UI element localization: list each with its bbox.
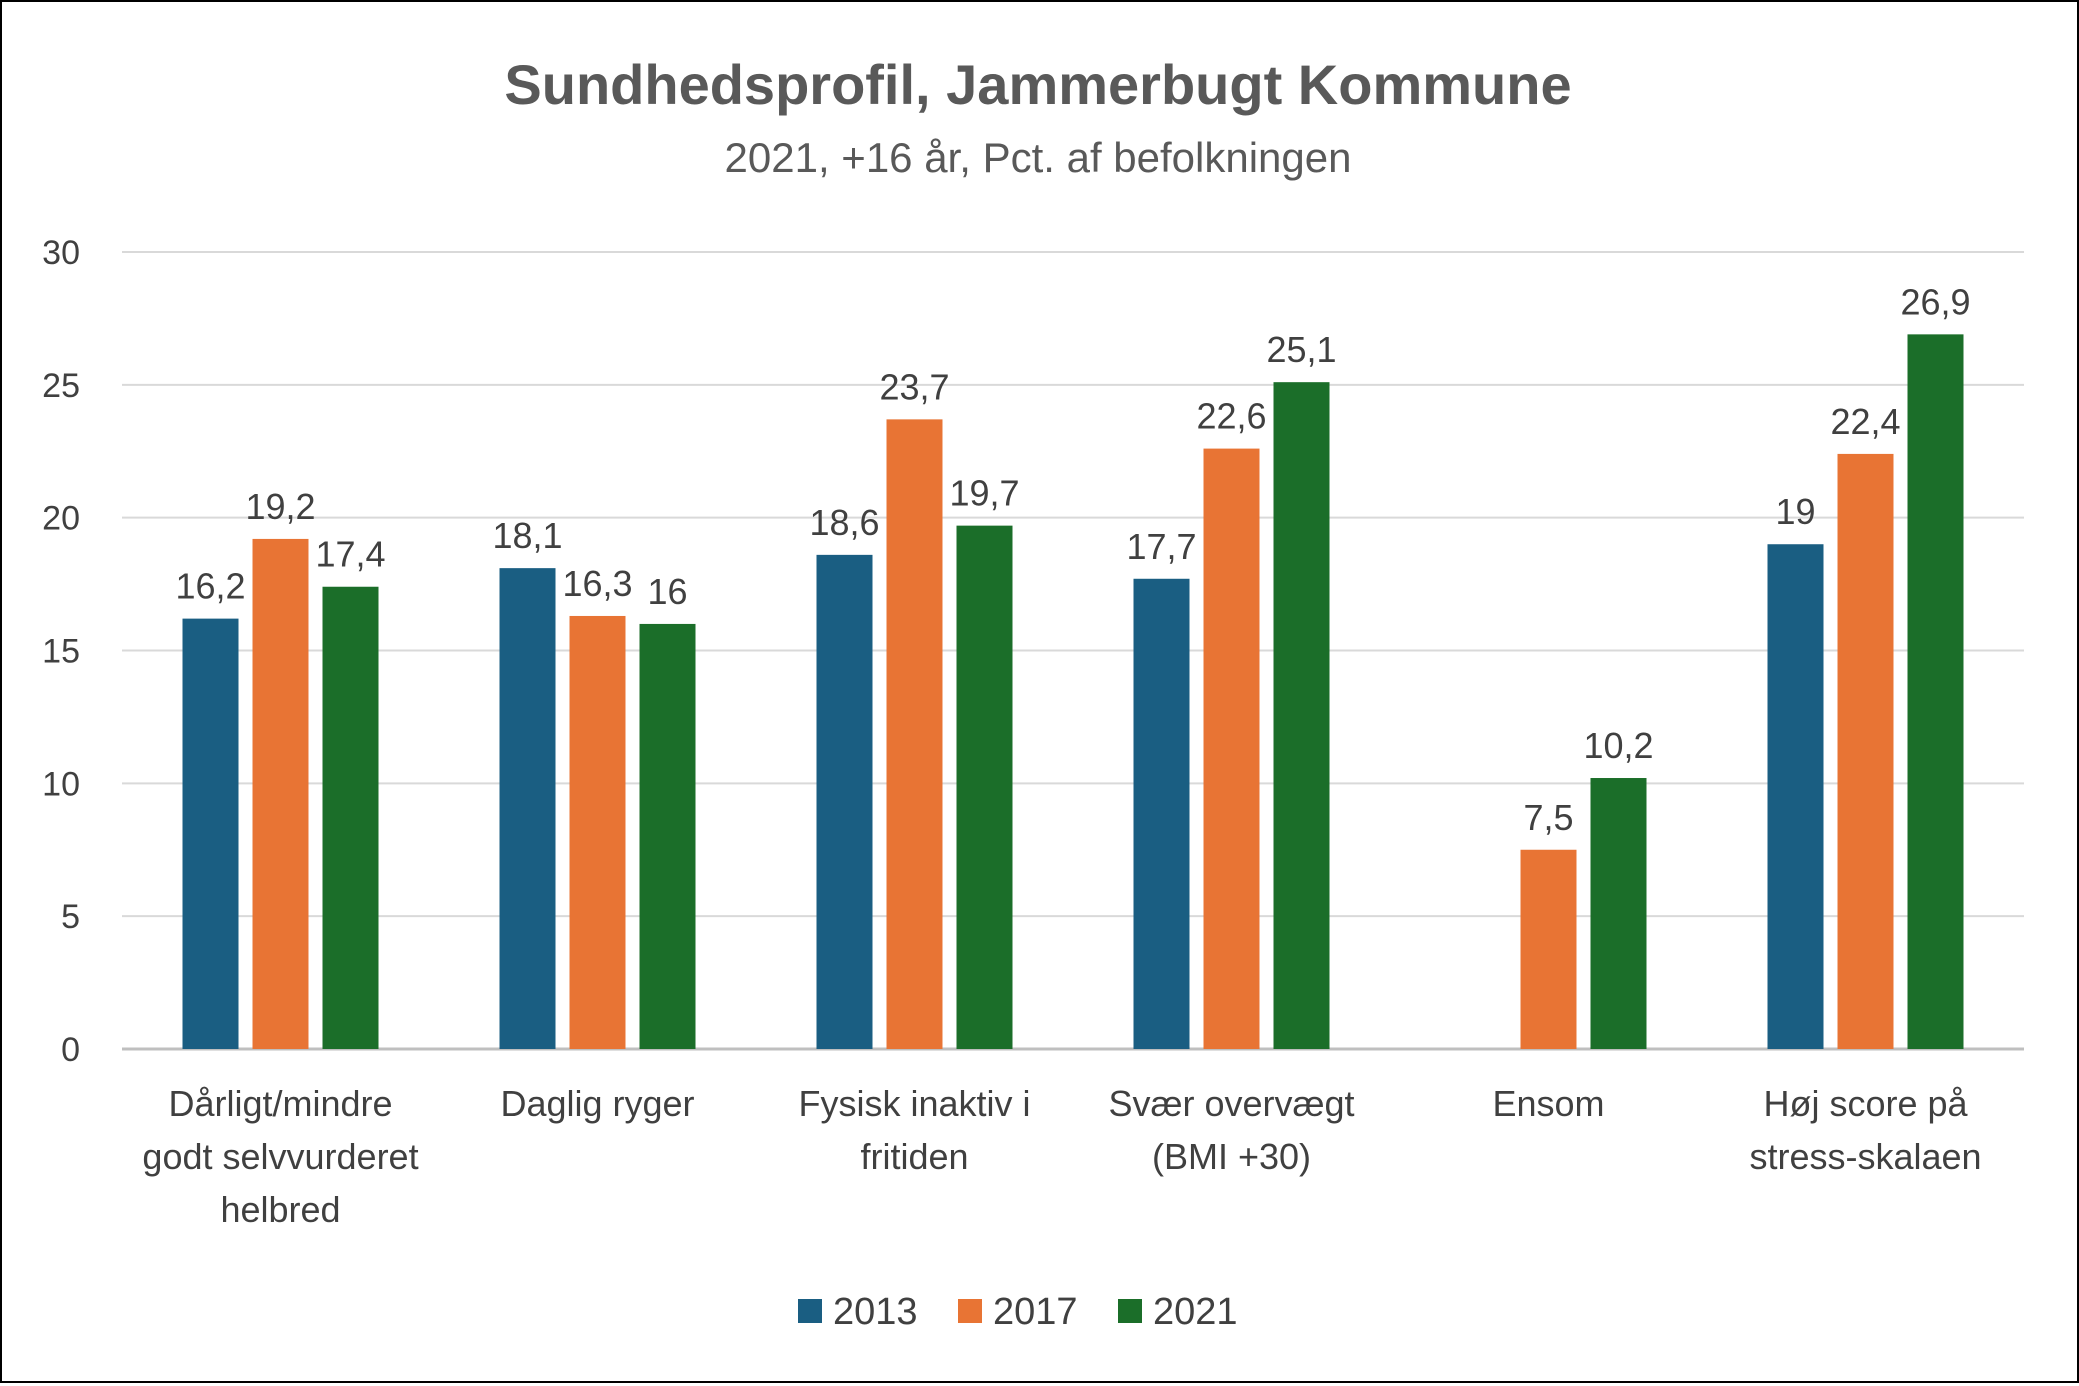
bar-2017 [1203, 448, 1260, 1049]
legend-label: 2017 [993, 1291, 1078, 1333]
y-tick-label: 25 [42, 367, 80, 405]
y-axis: 0 5 10 15 20 25 30 [42, 234, 80, 1069]
bar-2013 [816, 554, 873, 1049]
data-label: 19 [1775, 491, 1815, 532]
data-label: 16,2 [175, 566, 245, 607]
data-label: 16 [647, 571, 687, 612]
legend-swatch-2021 [1118, 1299, 1142, 1323]
data-label: 10,2 [1583, 725, 1653, 766]
data-label: 22,4 [1830, 401, 1900, 442]
category-label: stress-skalaen [1749, 1136, 1981, 1177]
bar-2017 [252, 538, 309, 1049]
y-tick-label: 5 [61, 898, 80, 936]
x-axis-categories: Dårligt/mindre godt selvvurderet helbred Da… [142, 1083, 1981, 1230]
y-tick-label: 15 [42, 633, 80, 671]
bar-2021 [1273, 382, 1330, 1050]
chart-title: Sundhedsprofil, Jammerbugt Kommune [504, 53, 1571, 116]
y-tick-label: 30 [42, 234, 80, 272]
y-tick-label: 20 [42, 500, 80, 538]
bar-2017 [886, 419, 943, 1049]
category-label: helbred [220, 1189, 340, 1230]
category-label: Daglig ryger [500, 1083, 694, 1124]
legend-label: 2021 [1153, 1291, 1238, 1333]
category-label: fritiden [860, 1136, 968, 1177]
bar-2017 [569, 615, 626, 1049]
bar-2021 [1907, 334, 1964, 1049]
data-label: 18,6 [809, 502, 879, 543]
category-label: godt selvvurderet [142, 1136, 418, 1177]
data-label: 19,2 [245, 486, 315, 527]
bar-2013 [1133, 578, 1190, 1049]
category-label: Ensom [1492, 1083, 1604, 1124]
data-label: 17,7 [1126, 526, 1196, 567]
legend-swatch-2013 [798, 1299, 822, 1323]
data-label: 19,7 [949, 473, 1019, 514]
category-label: Svær overvægt [1108, 1083, 1354, 1124]
data-label: 22,6 [1196, 396, 1266, 437]
legend-label: 2013 [833, 1291, 918, 1333]
data-label: 23,7 [879, 366, 949, 407]
bar-2021 [1590, 778, 1647, 1049]
bar-2013 [182, 618, 239, 1049]
chart-subtitle: 2021, +16 år, Pct. af befolkningen [725, 134, 1352, 181]
legend: 2013 2017 2021 [798, 1291, 1238, 1333]
data-label: 16,3 [562, 563, 632, 604]
bar-2017 [1520, 849, 1577, 1049]
data-label: 7,5 [1523, 797, 1573, 838]
data-label: 26,9 [1900, 281, 1970, 322]
data-labels: 16,219,217,4 18,116,3 16 18,6 23,7 19,7 17,7 22… [175, 281, 1970, 837]
category-label: Fysisk inaktiv i [798, 1083, 1030, 1124]
category-label: Dårligt/mindre [168, 1083, 392, 1124]
data-label: 25,1 [1266, 329, 1336, 370]
y-tick-label: 0 [61, 1031, 80, 1069]
gridlines [122, 251, 2024, 1051]
legend-swatch-2017 [958, 1299, 982, 1323]
bar-2021 [322, 586, 379, 1049]
bar-2017 [1837, 453, 1894, 1049]
data-label: 18,1 [492, 515, 562, 556]
bar-2021 [639, 623, 696, 1049]
bar-2013 [1767, 544, 1824, 1049]
bar-2013 [499, 568, 556, 1049]
y-tick-label: 10 [42, 765, 80, 803]
bars [182, 334, 1964, 1050]
bar-2021 [956, 525, 1013, 1049]
data-label: 17,4 [315, 534, 385, 575]
category-label: (BMI +30) [1152, 1136, 1311, 1177]
category-label: Høj score på [1763, 1083, 1968, 1124]
